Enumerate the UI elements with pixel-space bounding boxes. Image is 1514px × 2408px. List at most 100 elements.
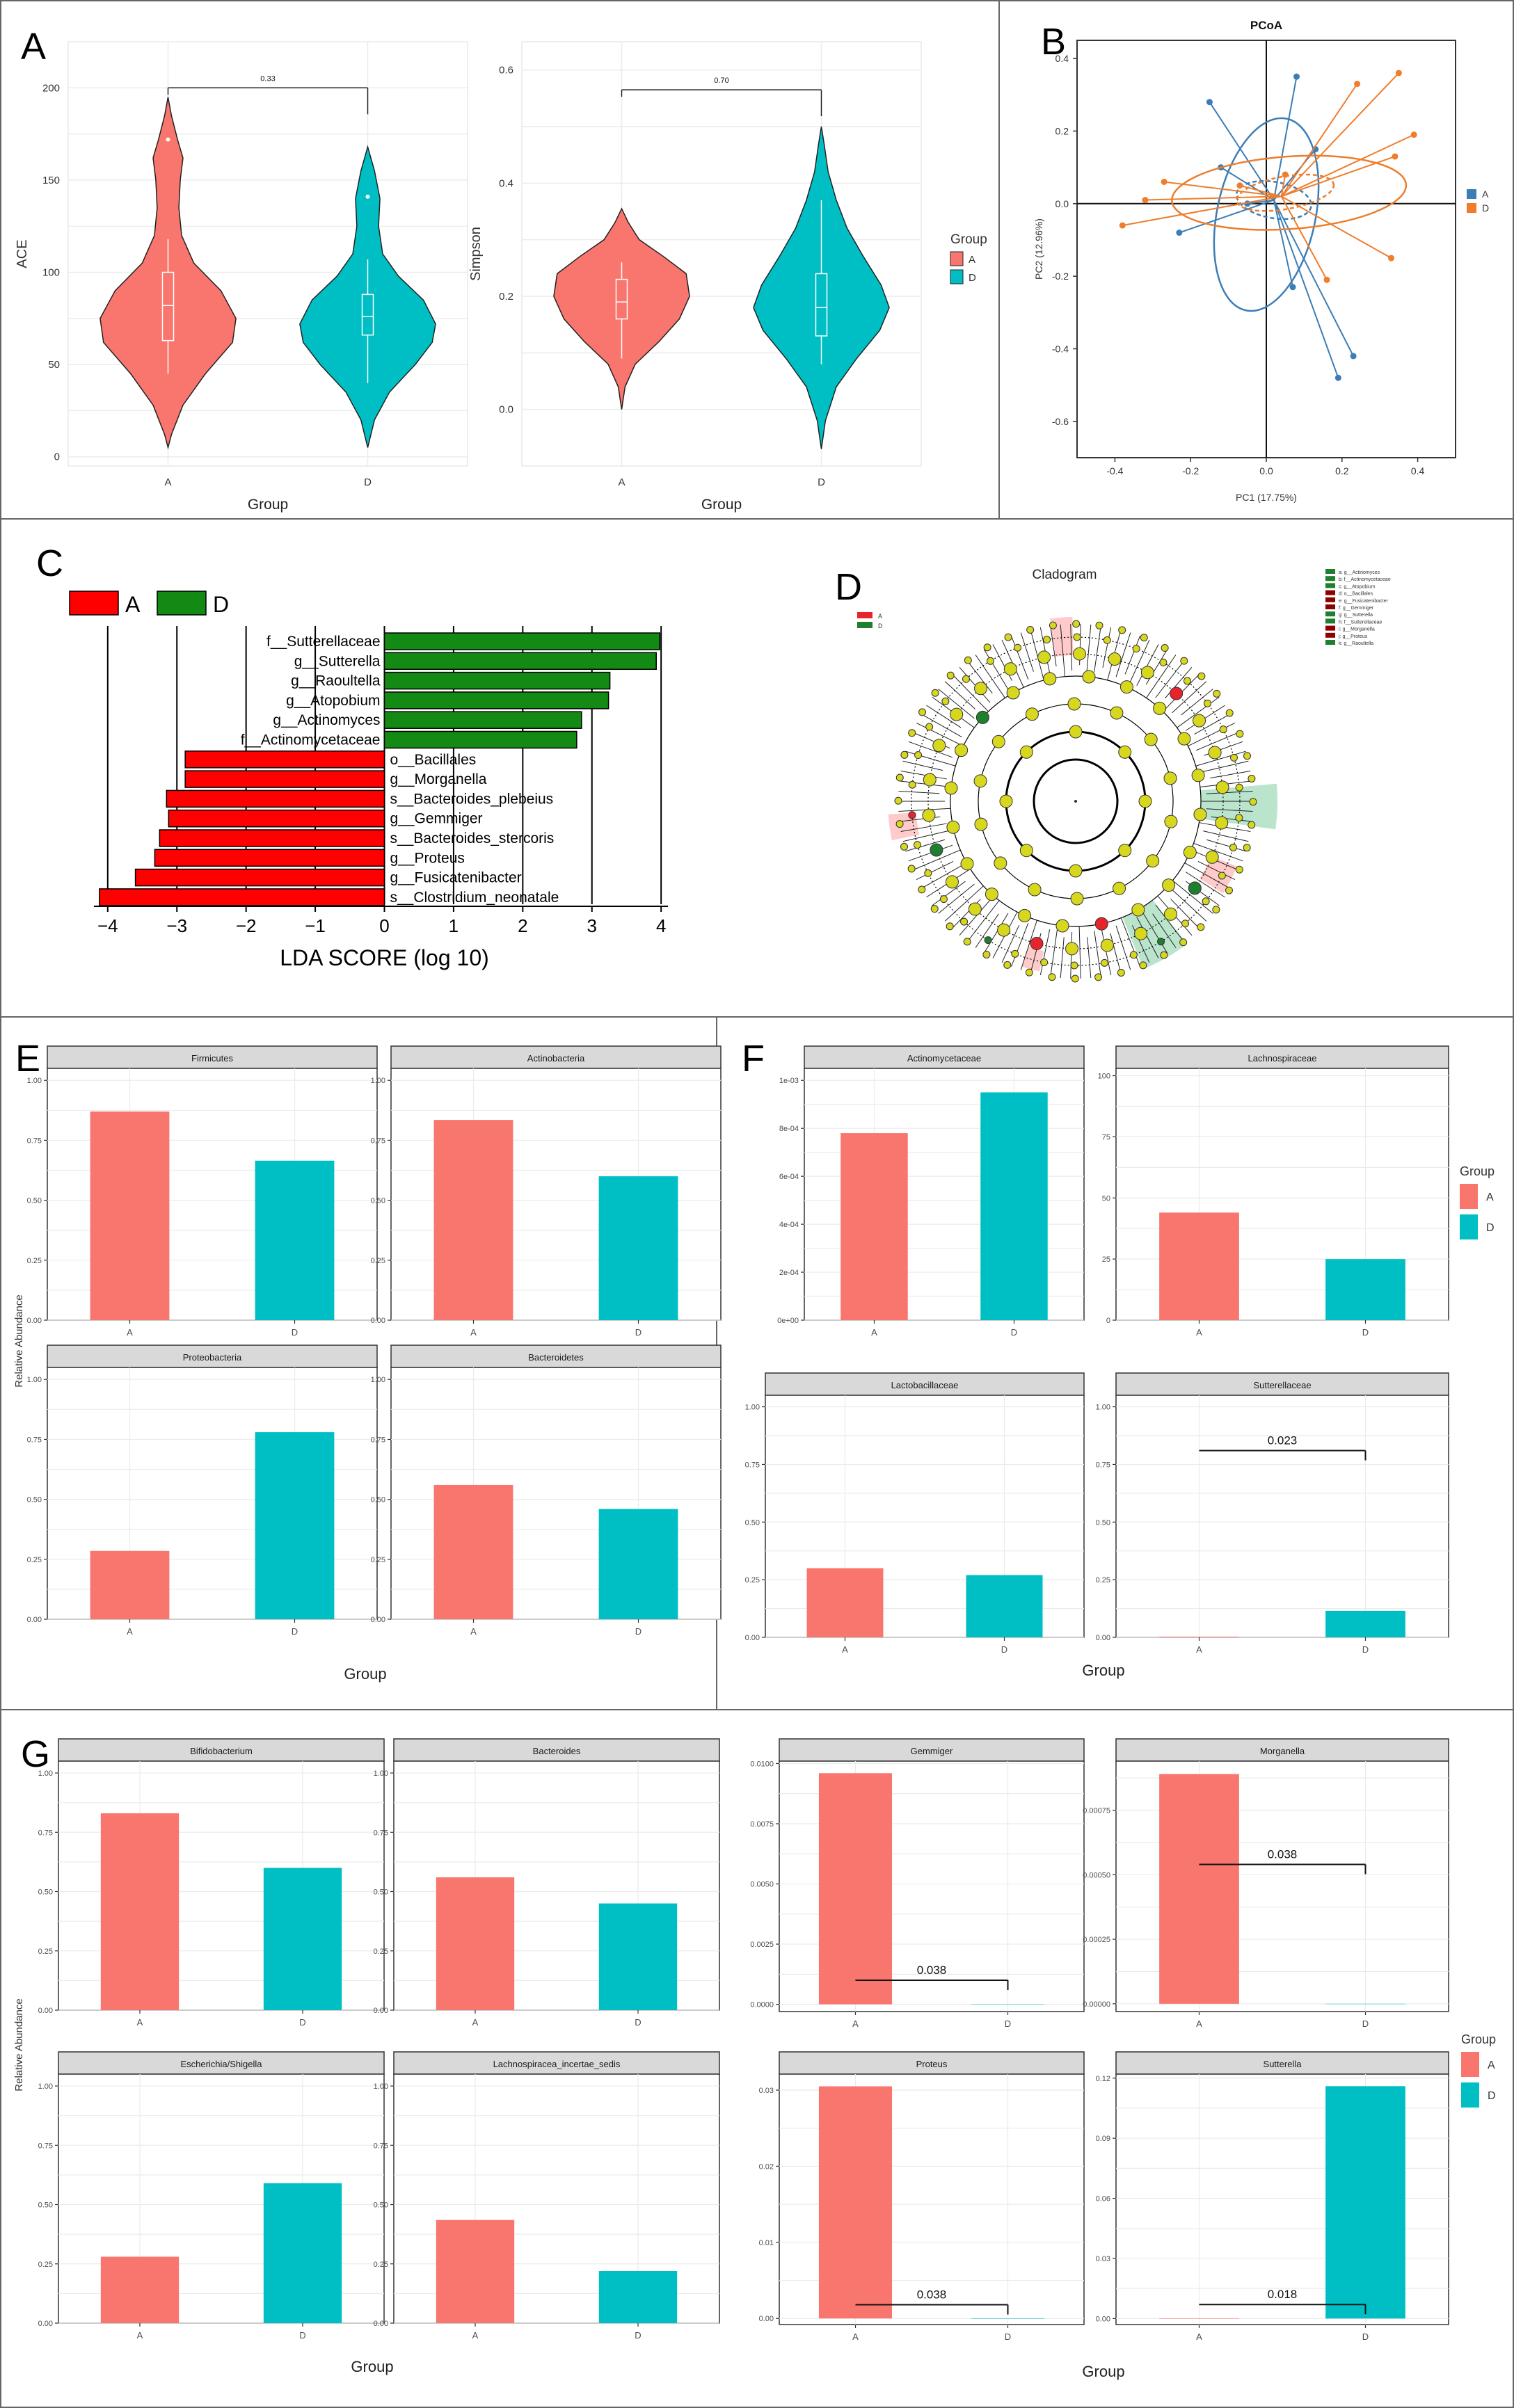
clade-node [1019,745,1033,759]
clade-node [1249,798,1257,806]
y-tick-label: 1.00 [745,1404,760,1412]
clade-node [894,796,902,805]
legend-entry: b: f__Actinomycetaceae [1339,577,1391,582]
y-tick-label: 0.00 [745,1634,760,1642]
y-tick-label: 0.00075 [1083,1807,1110,1815]
clade-node [1183,845,1197,859]
chart-title: PCoA [1250,19,1282,32]
clade-node [1019,844,1033,858]
x-tick-label: D [1001,1644,1007,1655]
lda-bar-label: s__Clostridium_neonatale [390,890,559,906]
tip-branch [905,751,956,766]
facet-panel-g-proteus: Proteus 0.00 0.01 0.02 0.03 A D 0.038 [759,2051,1085,2342]
bar-d [255,1160,335,1320]
bar-a [100,2256,180,2323]
y-axis-label-e: Relative Abundance [13,1294,25,1387]
clade-node [973,774,987,788]
clade-node [1235,783,1243,792]
clade-highlight [888,812,920,841]
x-axis-label: PC1 (17.75%) [1236,492,1297,503]
bar-a [90,1111,170,1320]
clade-node [1215,816,1229,830]
lda-bar-label: s__Bacteroides_plebeius [390,791,554,807]
legend-group: Group AD [950,232,987,284]
legend-key-a [1467,189,1476,199]
bar-a [90,1550,170,1619]
y-tick-label: 1.00 [371,1077,385,1085]
tip-branch [916,723,964,747]
clade-node [908,729,916,737]
tip-branch [1185,705,1225,731]
bar-a [818,2086,893,2319]
data-point [1392,153,1399,160]
x-tick-label: A [127,1626,133,1637]
facet-title: Firmicutes [191,1053,233,1063]
y-tick-label: 0.75 [374,2142,388,2150]
y-tick-label: 0.09 [1096,2135,1110,2143]
tip-branch [1197,861,1236,880]
tip-branch [1078,926,1081,979]
clade-node [1225,886,1233,894]
y-tick-label: 1.00 [374,2082,388,2091]
data-point [1206,99,1213,106]
significance-bracket: 0.018 [1199,2288,1366,2315]
significance-bracket: 0.023 [1199,1434,1366,1461]
tip-branch [902,829,954,842]
y-axis-label-g: Relative Abundance [13,1998,25,2091]
y-tick-label: 8e-04 [779,1125,799,1133]
tip-branch [938,689,975,719]
spoke-line [1239,184,1282,198]
x-tick-label: A [618,476,625,488]
bar-a [806,1568,884,1637]
y-tick-label: 0.00 [371,1616,385,1624]
tip-branch [944,885,984,922]
cladogram-ring [1033,758,1119,844]
lda-bar-label: s__Bacteroides_stercoris [390,830,555,846]
y-tick-label: 75 [1102,1133,1110,1141]
x-tick-label: A [164,476,171,488]
lda-bar-label: f__Sutterellaceae [266,634,380,650]
y-tick-label: 1e-03 [779,1077,799,1085]
clade-node [1157,938,1165,946]
spoke-line [1247,199,1275,204]
clade-node [1117,968,1125,977]
clade-node [1248,821,1256,829]
tip-branch [1094,931,1101,977]
legend-key [1325,625,1335,631]
bar-d [1325,1259,1405,1320]
x-tick-label: 3 [587,915,597,936]
clade-node [1177,732,1191,746]
y-tick-label: 0.75 [745,1461,760,1469]
tip-branch [1127,639,1150,688]
facet-panel-f-lactobacillaceae: Lactobacillaceae 0.00 0.25 0.50 0.75 1.00 A D [745,1372,1085,1655]
legend-label: A [1488,2060,1495,2071]
clade-node [924,869,932,877]
tip-branch [1206,808,1253,812]
tip-branch [966,900,1000,942]
clade-node [1205,850,1219,864]
facet-panel-g-morganella: Morganella 0.00000 0.00025 0.00050 0.00075 A D… [1083,1738,1449,2029]
x-tick-label: A [852,2018,859,2029]
legend-key-d [950,269,964,284]
legend-g: Group A D [1461,2032,1496,2108]
bar-d [971,2318,1045,2319]
facet-strip [1115,2051,1449,2075]
tip-branch [1203,830,1249,842]
clade-node [1164,814,1178,828]
clade-node [1163,771,1177,785]
y-tick-label: 0.25 [374,2261,388,2269]
y-tick-label: 0.50 [371,1197,385,1205]
legend-label: D [878,623,883,629]
clade-node [1188,881,1202,895]
clade-node [991,735,1005,748]
tip-branch [926,705,962,728]
lda-bar-label: g__Atopobium [286,693,380,709]
clade-node [946,820,960,834]
y-tick-label: 0.03 [1096,2255,1110,2263]
x-axis-label: Group [701,497,742,513]
lda-bar [383,632,660,650]
x-tick-label: −4 [97,915,118,936]
clade-node [1216,780,1229,794]
y-tick-label: 0.0100 [750,1760,774,1768]
